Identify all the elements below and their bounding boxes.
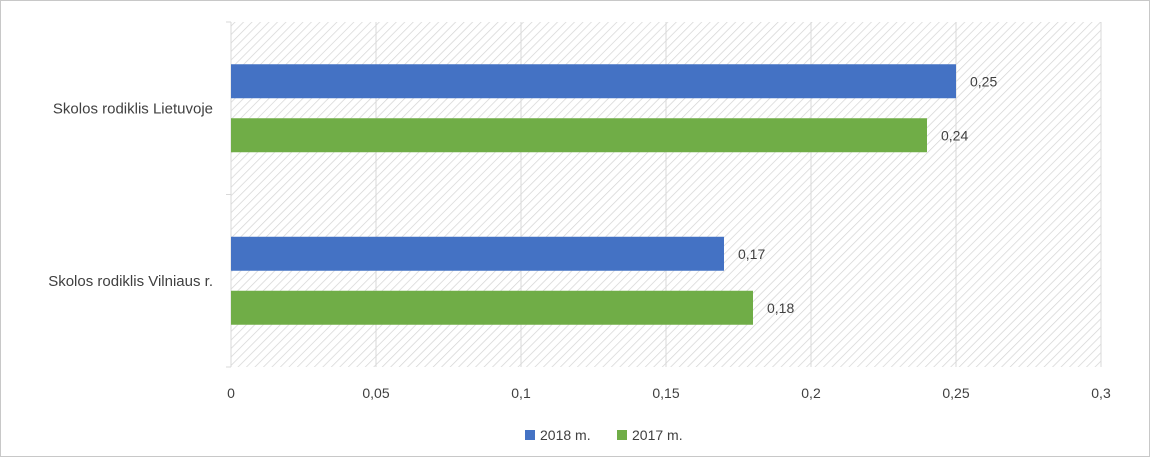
data-label: 0,25: [970, 73, 997, 89]
x-tick-label: 0,15: [652, 385, 679, 401]
category-label: Skolos rodiklis Lietuvoje: [53, 100, 213, 117]
x-tick-label: 0,05: [362, 385, 389, 401]
category-label: Skolos rodiklis Vilniaus r.: [48, 273, 213, 290]
x-axis-tick-labels: 0 0,05 0,1 0,15 0,2 0,25 0,3: [227, 385, 1111, 401]
x-tick-label: 0,3: [1091, 385, 1111, 401]
category-labels: Skolos rodiklis Lietuvoje Skolos rodiklis…: [48, 100, 213, 290]
data-label: 0,17: [738, 246, 765, 262]
y-axis-tick-marks: [226, 21, 232, 368]
x-tick-label: 0,1: [511, 385, 531, 401]
x-tick-label: 0,2: [801, 385, 821, 401]
legend: 2018 m. 2017 m.: [525, 427, 683, 443]
data-label: 0,24: [941, 127, 968, 143]
data-labels: 0,25 0,24 0,17 0,18: [738, 73, 997, 316]
legend-swatch: [617, 430, 627, 440]
x-tick-label: 0,25: [942, 385, 969, 401]
legend-label: 2017 m.: [632, 427, 683, 443]
bar: [231, 64, 956, 99]
bar: [231, 290, 753, 325]
bars: [231, 64, 956, 325]
legend-swatch: [525, 430, 535, 440]
x-tick-label: 0: [227, 385, 235, 401]
bar: [231, 236, 724, 271]
data-label: 0,18: [767, 300, 794, 316]
legend-label: 2018 m.: [540, 427, 591, 443]
bar: [231, 118, 927, 153]
